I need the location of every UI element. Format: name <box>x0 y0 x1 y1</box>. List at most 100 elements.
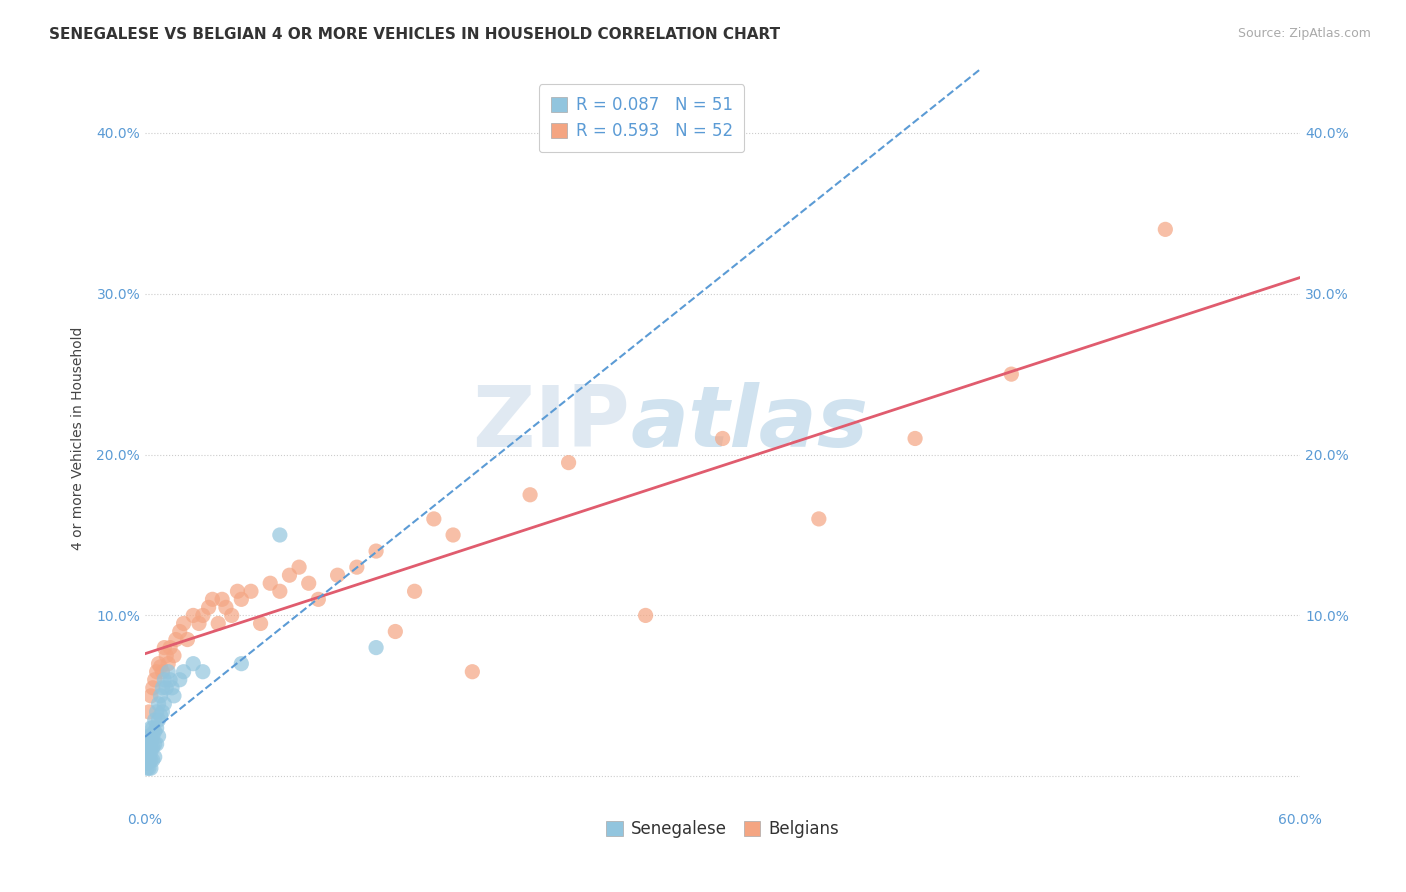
Point <box>143 737 166 751</box>
Point <box>142 753 165 767</box>
Point <box>188 616 211 631</box>
Point <box>239 584 262 599</box>
Point <box>155 681 177 695</box>
Point <box>807 512 830 526</box>
Point <box>139 729 162 743</box>
Point <box>163 648 186 663</box>
Point <box>138 740 160 755</box>
Point <box>176 632 198 647</box>
Point <box>215 600 238 615</box>
Point <box>711 432 734 446</box>
Point <box>139 740 162 755</box>
Point <box>221 608 243 623</box>
Point <box>148 697 170 711</box>
Point <box>148 729 170 743</box>
Point <box>155 648 177 663</box>
Point <box>143 724 166 739</box>
Point <box>165 632 187 647</box>
Point <box>231 592 253 607</box>
Point <box>153 697 176 711</box>
Point <box>138 745 160 759</box>
Point <box>136 737 159 751</box>
Text: atlas: atlas <box>630 382 869 466</box>
Point <box>364 544 387 558</box>
Point <box>404 584 426 599</box>
Point <box>136 761 159 775</box>
Point <box>634 608 657 623</box>
Point <box>142 729 165 743</box>
Point <box>181 657 204 671</box>
Point <box>139 721 162 735</box>
Point <box>142 721 165 735</box>
Point <box>152 705 174 719</box>
Point <box>519 488 541 502</box>
Text: SENEGALESE VS BELGIAN 4 OR MORE VEHICLES IN HOUSEHOLD CORRELATION CHART: SENEGALESE VS BELGIAN 4 OR MORE VEHICLES… <box>49 27 780 42</box>
Point <box>269 528 291 542</box>
Point <box>152 665 174 679</box>
Point <box>441 528 464 542</box>
Point <box>173 616 195 631</box>
Point <box>149 660 172 674</box>
Point <box>139 689 162 703</box>
Point <box>159 673 181 687</box>
Point <box>153 640 176 655</box>
Point <box>1000 367 1022 381</box>
Point <box>157 665 180 679</box>
Point <box>143 750 166 764</box>
Point <box>201 592 224 607</box>
Point <box>139 745 162 759</box>
Point <box>143 673 166 687</box>
Point <box>145 737 167 751</box>
Point <box>136 753 159 767</box>
Point <box>136 745 159 759</box>
Text: Source: ZipAtlas.com: Source: ZipAtlas.com <box>1237 27 1371 40</box>
Point <box>142 681 165 695</box>
Point <box>181 608 204 623</box>
Point <box>169 673 191 687</box>
Point <box>384 624 406 639</box>
Point <box>231 657 253 671</box>
Point <box>157 657 180 671</box>
Point <box>143 713 166 727</box>
Point <box>461 665 484 679</box>
Point <box>152 681 174 695</box>
Point <box>191 665 214 679</box>
Point <box>149 708 172 723</box>
Point <box>326 568 349 582</box>
Point <box>148 657 170 671</box>
Point <box>136 756 159 771</box>
Point <box>169 624 191 639</box>
Point <box>138 753 160 767</box>
Y-axis label: 4 or more Vehicles in Household: 4 or more Vehicles in Household <box>72 326 86 550</box>
Point <box>138 737 160 751</box>
Point <box>163 689 186 703</box>
Point <box>269 584 291 599</box>
Point <box>346 560 368 574</box>
Point <box>173 665 195 679</box>
Point <box>138 705 160 719</box>
Point <box>207 616 229 631</box>
Point <box>145 665 167 679</box>
Point <box>148 713 170 727</box>
Point <box>1154 222 1177 236</box>
Point <box>139 753 162 767</box>
Point <box>145 721 167 735</box>
Point <box>138 729 160 743</box>
Point <box>138 750 160 764</box>
Legend: Senegalese, Belgians: Senegalese, Belgians <box>599 814 846 845</box>
Point <box>211 592 233 607</box>
Point <box>191 608 214 623</box>
Point <box>226 584 249 599</box>
Point <box>145 705 167 719</box>
Point <box>142 740 165 755</box>
Point <box>139 761 162 775</box>
Point <box>159 640 181 655</box>
Point <box>298 576 321 591</box>
Point <box>278 568 301 582</box>
Point <box>423 512 446 526</box>
Point <box>904 432 927 446</box>
Point <box>138 761 160 775</box>
Point <box>307 592 329 607</box>
Point <box>160 681 183 695</box>
Point <box>197 600 219 615</box>
